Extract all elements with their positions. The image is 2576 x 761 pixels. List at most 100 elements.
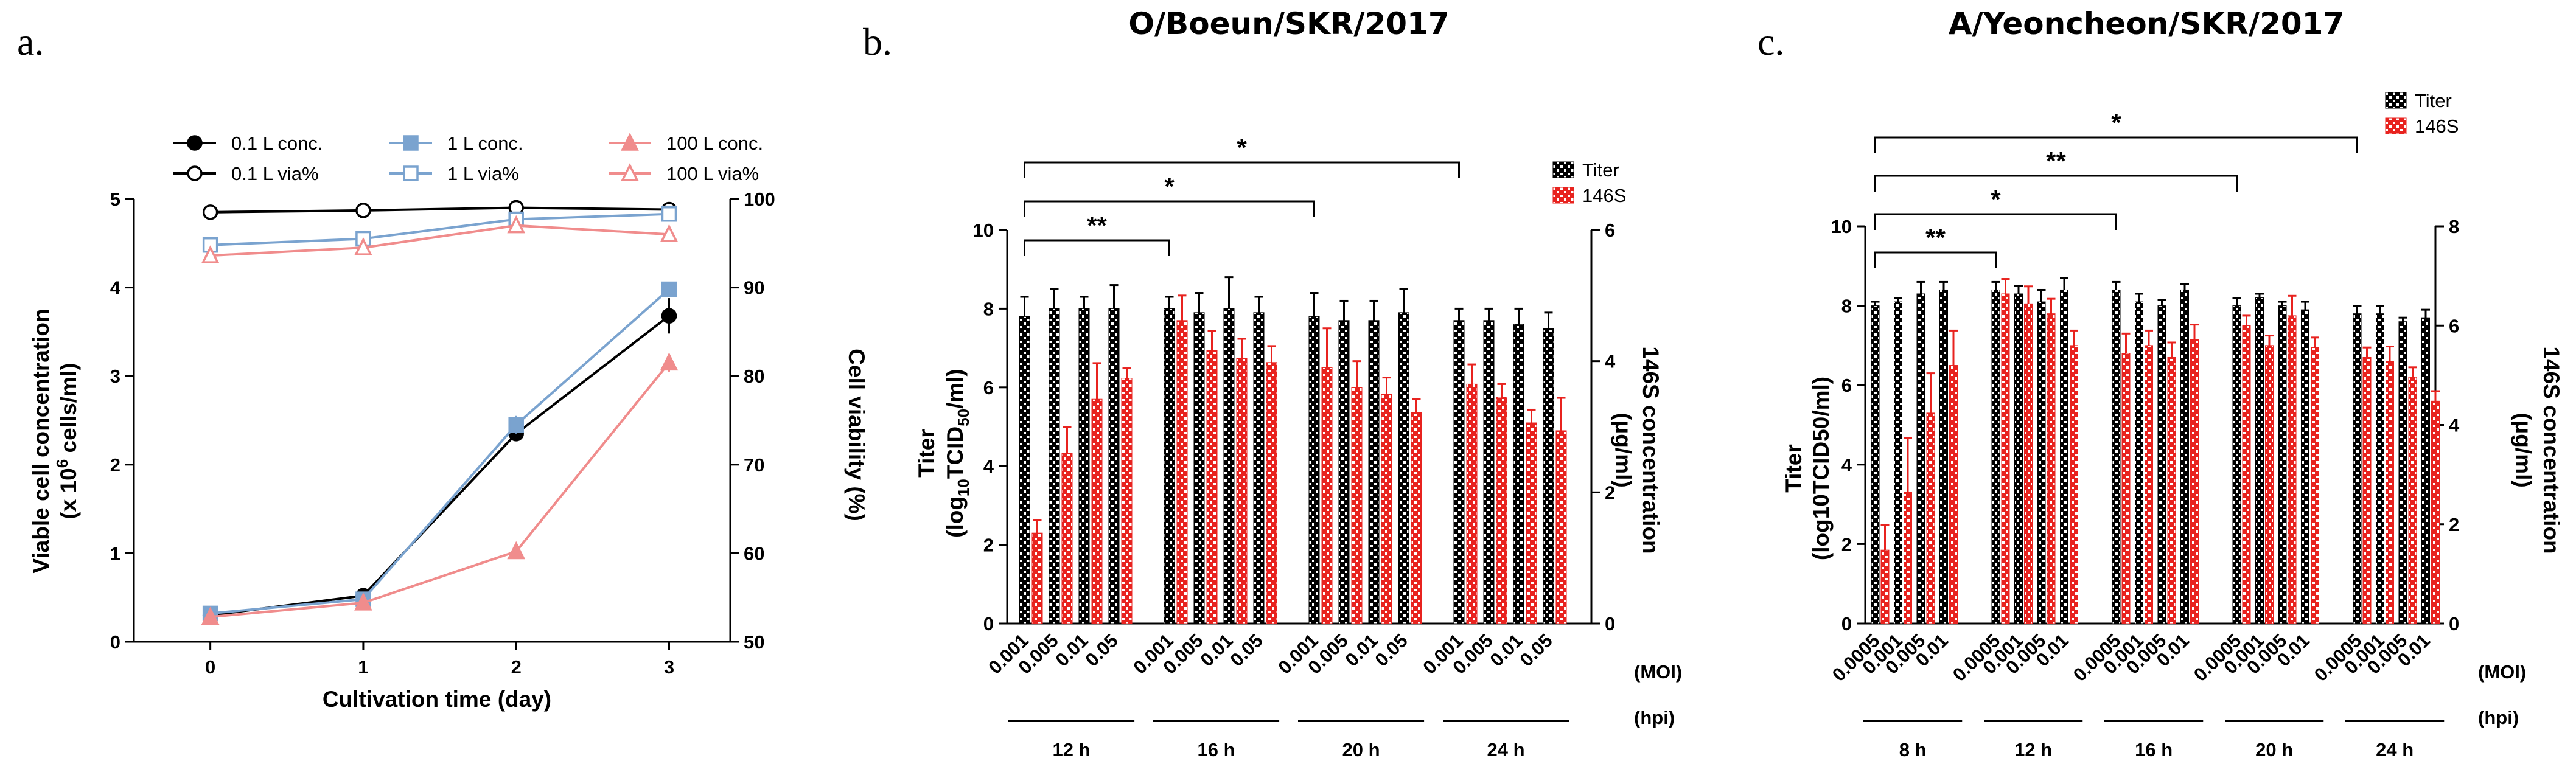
panel-a-axes: 0 1 2 3 4 5 50 60 70 80 90 100 0 1 2 3 xyxy=(110,189,775,678)
s146-bar xyxy=(1926,412,1935,624)
titer-bar xyxy=(2157,305,2166,624)
s146-bar xyxy=(2431,400,2440,624)
data-point xyxy=(660,352,679,371)
hpi-group-label: 24 h xyxy=(2376,739,2414,760)
s146-bar xyxy=(1176,320,1188,624)
data-point xyxy=(661,206,677,222)
s146-bar xyxy=(1061,453,1073,624)
panel-a-ytick-left-label: 5 xyxy=(110,189,120,210)
legend-item-146s: 146S xyxy=(2385,116,2459,137)
moi-tick-label: 0.05 xyxy=(1081,630,1122,670)
panel-a-xtick-label: 1 xyxy=(358,656,368,678)
panel-b-ytick-left-label: 2 xyxy=(983,535,994,556)
panel-a-ylabel-right: Cell viability (%) xyxy=(844,349,869,521)
s146-bar xyxy=(2121,353,2131,624)
data-point xyxy=(661,281,677,297)
hpi-group-label: 12 h xyxy=(1053,739,1091,760)
s146-bar xyxy=(1904,492,1912,624)
s146-bar xyxy=(1526,422,1537,624)
titer-bar xyxy=(1338,320,1350,624)
panel-b-significance-bracket: ** xyxy=(1024,211,1170,256)
panel-b-ytick-right-label: 4 xyxy=(1605,351,1616,372)
panel-a-ytick-left-label: 0 xyxy=(110,631,120,653)
s146-bar xyxy=(2242,325,2251,624)
panel-b-ytick-left-label: 6 xyxy=(983,377,994,398)
significance-label: ** xyxy=(1087,211,1107,240)
data-point xyxy=(202,204,218,220)
legend-swatch-marker xyxy=(403,165,419,181)
titer-bar xyxy=(1453,320,1465,624)
legend-item-1-l-via: 1 L via% xyxy=(389,163,519,184)
titer-bar xyxy=(1991,289,2000,624)
legend-label: 0.1 L via% xyxy=(231,163,319,184)
titer-bar xyxy=(2376,313,2384,624)
s146-bar xyxy=(2024,303,2033,624)
legend-item-titer: Titer xyxy=(2385,90,2452,111)
data-point xyxy=(355,203,371,218)
significance-label: * xyxy=(2111,108,2121,137)
bracket-line xyxy=(1024,161,1460,178)
s146-bar xyxy=(1091,398,1103,624)
legend-item-0-1-l-via: 0.1 L via% xyxy=(173,163,319,184)
panel-c-ytick-left-label: 8 xyxy=(1841,296,1852,317)
s146-bar xyxy=(1266,362,1277,624)
titer-bar xyxy=(1939,289,1948,624)
s146-bar xyxy=(2001,293,2010,624)
panel-a-ytick-left-label: 2 xyxy=(110,454,120,476)
hpi-group-label: 8 h xyxy=(1899,739,1927,760)
legend-swatch-marker xyxy=(403,135,419,151)
bracket-line xyxy=(1874,175,2238,192)
panel-c-ylabel-right-unit: (μg/ml) xyxy=(2511,412,2536,487)
panel-b-ytick-right-label: 0 xyxy=(1605,613,1615,634)
s146-bar xyxy=(1466,383,1478,624)
panel-a-ytick-right-label: 80 xyxy=(744,366,764,387)
legend-item-titer: Titer xyxy=(1552,159,1619,181)
legend-item-100-l-conc: 100 L conc. xyxy=(609,133,763,154)
moi-tick-label: 0.05 xyxy=(1515,630,1556,670)
legend-label: 146S xyxy=(2415,116,2459,137)
panel-b-significance-bracket: * xyxy=(1024,133,1460,178)
hpi-group-label: 20 h xyxy=(2255,739,2293,760)
moi-tick-label: 0.05 xyxy=(1226,630,1266,670)
legend-swatch-marker xyxy=(621,163,639,181)
panel-c-significance-bracket: ** xyxy=(1874,147,2238,192)
s146-bar xyxy=(1496,397,1507,624)
panel-c-ylabel-left: Titer xyxy=(1781,444,1806,493)
legend-label: Titer xyxy=(2415,90,2452,111)
panel-a-ytick-right-label: 60 xyxy=(744,543,764,564)
panel-a-xtick-label: 0 xyxy=(205,656,215,678)
hpi-group-label: 12 h xyxy=(2014,739,2052,760)
panel-a-ytick-left-label: 3 xyxy=(110,366,120,387)
panel-b-ytick-left-label: 0 xyxy=(983,613,994,634)
panel-c-letter: c. xyxy=(1757,20,1784,63)
legend-item-0-1-l-conc: 0.1 L conc. xyxy=(173,133,323,154)
data-point xyxy=(354,237,372,255)
titer-bar xyxy=(2301,309,2309,624)
panel-c-ylabel-left-unit: (log10TCID50/ml) xyxy=(1809,377,1834,560)
panel-c-ylabel-right: 146S concentration xyxy=(2539,346,2564,554)
significance-label: * xyxy=(1237,133,1247,162)
series-line-0-1-l-conc xyxy=(210,314,670,617)
s146-bar xyxy=(2311,347,2319,624)
panel-a-ytick-left-label: 1 xyxy=(110,543,120,564)
hpi-group-label: 16 h xyxy=(2135,739,2173,760)
panel-c-ytick-left-label: 4 xyxy=(1841,454,1852,476)
panel-a-ytick-right-label: 100 xyxy=(744,189,775,210)
bracket-line xyxy=(1874,251,1997,268)
legend-label: Titer xyxy=(1582,159,1619,181)
panel-c: c. A/Yeoncheon/SKR/2017 0246810024680.00… xyxy=(1757,6,2564,760)
s146-bar xyxy=(1555,430,1567,624)
legend-swatch-marker xyxy=(187,165,203,181)
panel-b-ylabel-left-unit: (log10TCID50/ml) xyxy=(943,369,972,538)
panel-c-ytick-left-label: 0 xyxy=(1841,613,1852,634)
legend-swatch xyxy=(2385,92,2407,109)
legend-label: 1 L via% xyxy=(447,163,519,184)
titer-bar xyxy=(1871,305,1880,624)
panel-c-significance-bracket: * xyxy=(1874,108,2358,153)
legend-label: 100 L via% xyxy=(666,163,759,184)
legend-label: 146S xyxy=(1582,185,1626,206)
legend-label: 1 L conc. xyxy=(447,133,523,154)
